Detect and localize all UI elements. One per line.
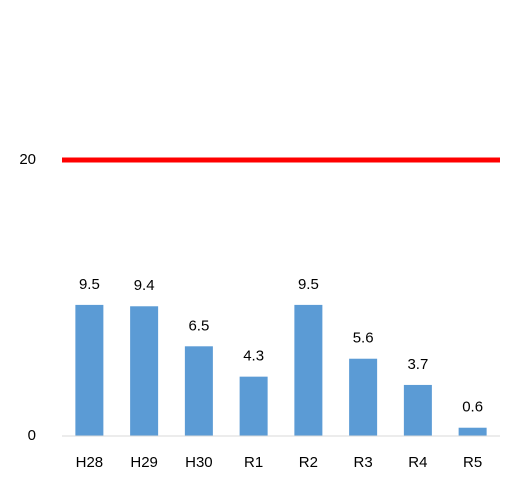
x-tick-label: R1 <box>244 454 263 471</box>
data-label: 9.4 <box>134 277 155 294</box>
y-tick-label: 20 <box>19 151 36 168</box>
x-tick-label: H28 <box>76 454 104 471</box>
data-label: 5.6 <box>353 330 374 347</box>
bar <box>458 427 487 436</box>
x-tick-label: R4 <box>408 454 427 471</box>
bar <box>294 304 323 436</box>
data-label: 6.5 <box>188 317 209 334</box>
bar <box>239 376 268 436</box>
data-label: 3.7 <box>407 356 428 373</box>
x-tick-label: R5 <box>463 454 482 471</box>
bar <box>130 306 159 436</box>
bar <box>75 304 104 436</box>
x-tick-label: H29 <box>130 454 158 471</box>
data-label: 4.3 <box>243 348 264 365</box>
y-tick-label: 0 <box>28 427 36 444</box>
bar <box>184 346 213 436</box>
x-tick-label: R2 <box>299 454 318 471</box>
data-label: 9.5 <box>79 276 100 293</box>
data-label: 0.6 <box>462 399 483 416</box>
data-label: 9.5 <box>298 276 319 293</box>
bar <box>349 358 378 436</box>
bar <box>403 384 432 436</box>
x-tick-label: R3 <box>354 454 373 471</box>
x-tick-label: H30 <box>185 454 213 471</box>
